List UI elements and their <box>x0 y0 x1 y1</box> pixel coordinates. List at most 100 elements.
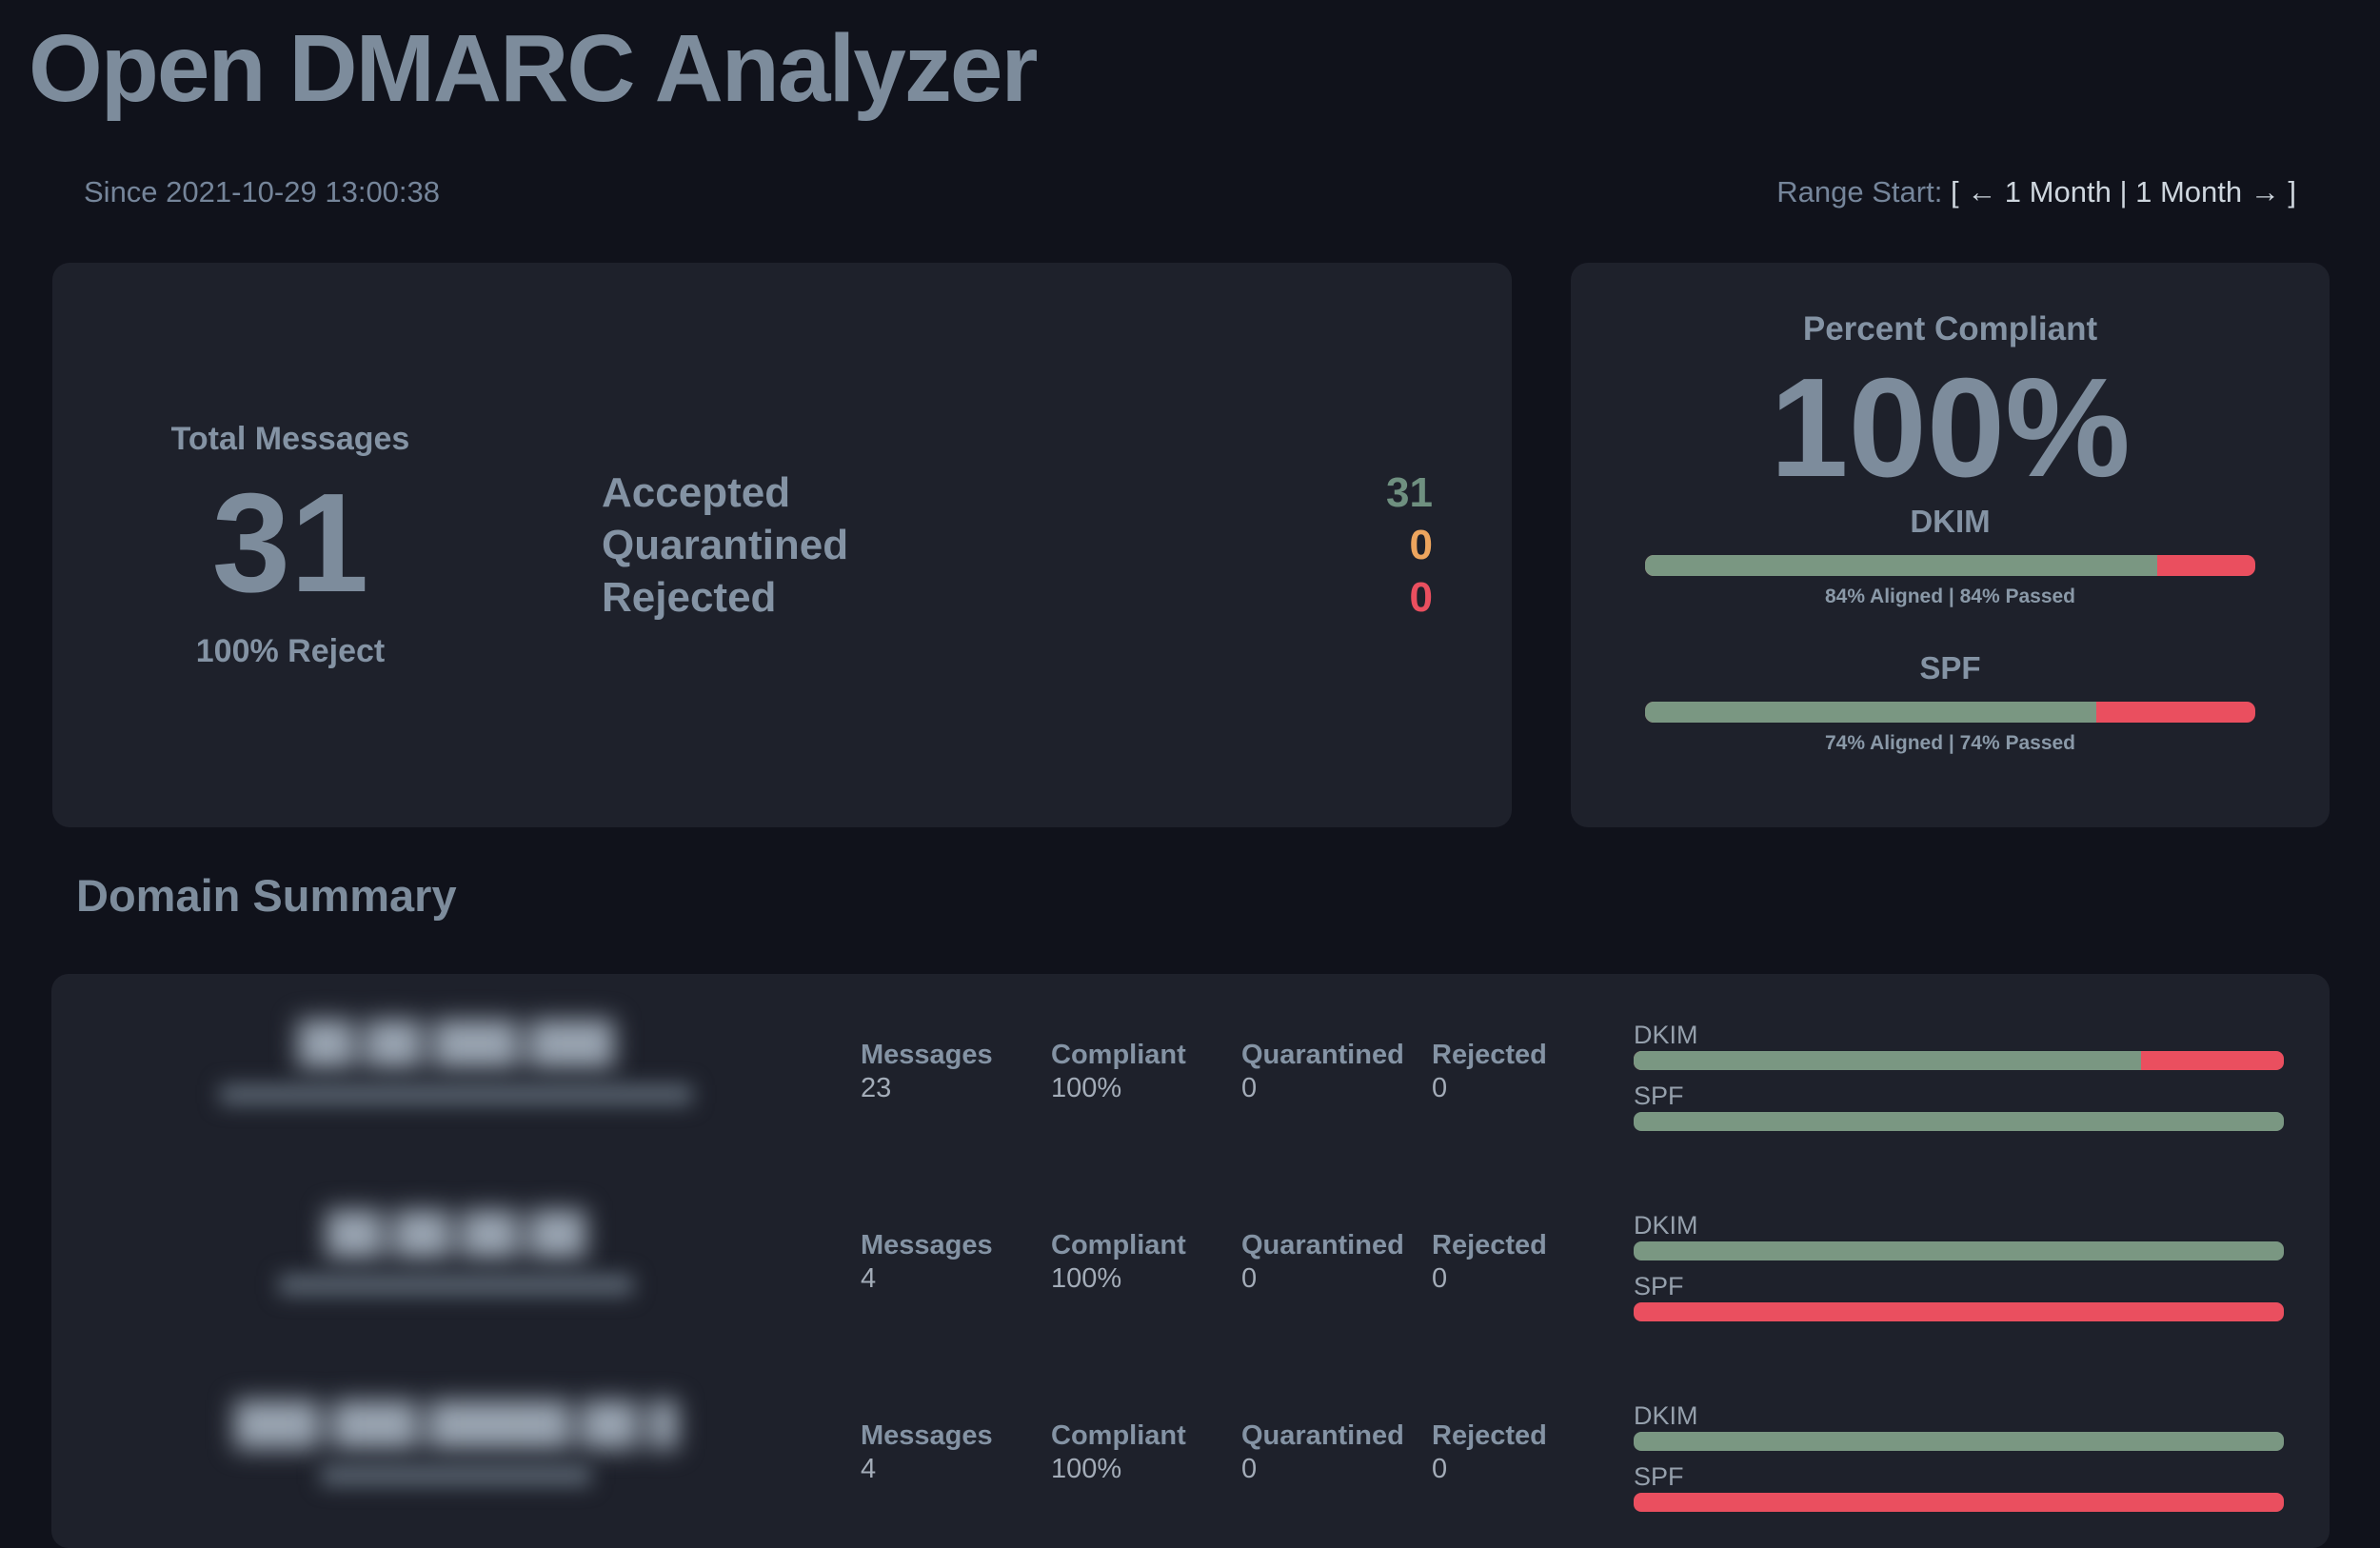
accepted-label: Accepted <box>602 469 791 516</box>
messages-summary-card: Total Messages 31 100% Reject Accepted 3… <box>52 263 1512 827</box>
quarantined-stat: Quarantined 0 <box>1241 1399 1432 1485</box>
dispositions-block: Accepted 31 Quarantined 0 Rejected 0 <box>602 466 1433 624</box>
domain-identity: ███-███.█████.██ █ ▆▆▆▆▆▆▆▆▆▆▆▆▆▆▆▆ <box>51 1399 861 1485</box>
quarantined-stat-value: 0 <box>1241 1073 1258 1103</box>
percent-compliant-label: Percent Compliant <box>1802 310 2098 347</box>
domain-subtext-redacted: ▆▆▆▆▆▆▆▆▆▆▆▆▆▆▆▆▆▆▆▆▆▆▆▆▆▆▆▆ <box>220 1079 692 1103</box>
spf-label: SPF <box>1919 650 1981 686</box>
domain-name-redacted[interactable]: ██.██.██.██ <box>326 1210 586 1255</box>
spf-bar <box>1634 1493 2284 1512</box>
compliant-stat-value: 100% <box>1051 1073 1122 1103</box>
domain-row: ██.██.██.██ ▆▆▆▆▆▆▆▆▆▆▆▆▆▆▆▆▆▆▆▆▆ Messag… <box>51 1208 2284 1399</box>
domain-summary-card: ██.██ ███.███ ▆▆▆▆▆▆▆▆▆▆▆▆▆▆▆▆▆▆▆▆▆▆▆▆▆▆… <box>51 974 2330 1548</box>
compliant-stat: Compliant 100% <box>1051 1208 1241 1295</box>
messages-stat: Messages 23 <box>861 1018 1051 1104</box>
domain-auth-bars: DKIM SPF <box>1634 1018 2284 1142</box>
rejected-stat-label: Rejected <box>1432 1420 1547 1451</box>
quarantined-value: 0 <box>1409 522 1433 568</box>
quarantined-stat: Quarantined 0 <box>1241 1018 1432 1104</box>
compliant-stat: Compliant 100% <box>1051 1399 1241 1485</box>
total-messages-block: Total Messages 31 100% Reject <box>90 421 490 670</box>
domain-name-redacted[interactable]: ███-███.█████.██ █ <box>234 1400 678 1445</box>
messages-stat: Messages 4 <box>861 1208 1051 1295</box>
range-controls: Range Start: [ ← 1 Month | 1 Month → ] <box>1776 175 2296 209</box>
messages-stat-label: Messages <box>861 1420 993 1451</box>
range-close-bracket: ] <box>2288 175 2296 208</box>
quarantined-stat-label: Quarantined <box>1241 1040 1404 1070</box>
rejected-label: Rejected <box>602 574 777 621</box>
compliant-stat-value: 100% <box>1051 1263 1122 1294</box>
dkim-bar <box>1634 1241 2284 1260</box>
spf-label: SPF <box>1634 1082 1684 1110</box>
spf-progress-fill <box>1645 702 2097 724</box>
spf-progress-bar <box>1645 702 2255 724</box>
range-open-bracket: [ <box>1950 175 1959 208</box>
compliant-stat-label: Compliant <box>1051 1040 1186 1070</box>
domain-auth-bars: DKIM SPF <box>1634 1208 2284 1333</box>
sub-header: Since 2021-10-29 13:00:38 Range Start: [… <box>84 175 2296 209</box>
next-month-link[interactable]: 1 Month → <box>2135 175 2280 208</box>
messages-stat-label: Messages <box>861 1230 993 1260</box>
rejected-stat: Rejected 0 <box>1432 1399 1634 1485</box>
spf-bar-fill <box>1634 1112 2284 1131</box>
percent-compliant-card: Percent Compliant 100% DKIM 84% Aligned … <box>1571 263 2330 827</box>
compliant-stat: Compliant 100% <box>1051 1018 1241 1104</box>
rejected-stat-value: 0 <box>1432 1454 1448 1484</box>
rejected-stat-value: 0 <box>1432 1263 1448 1294</box>
messages-stat-label: Messages <box>861 1040 993 1070</box>
quarantined-stat-label: Quarantined <box>1241 1420 1404 1451</box>
rejected-stat-value: 0 <box>1432 1073 1448 1103</box>
messages-stat: Messages 4 <box>861 1399 1051 1485</box>
quarantined-label: Quarantined <box>602 522 849 568</box>
summary-cards-row: Total Messages 31 100% Reject Accepted 3… <box>52 263 2330 827</box>
spf-label: SPF <box>1634 1272 1684 1300</box>
dkim-bar-fill <box>1634 1432 2284 1451</box>
dkim-bar-fill <box>1634 1241 2284 1260</box>
compliant-stat-value: 100% <box>1051 1454 1122 1484</box>
dkim-caption: 84% Aligned | 84% Passed <box>1824 585 2076 608</box>
rejected-stat: Rejected 0 <box>1432 1208 1634 1295</box>
domain-identity: ██.██.██.██ ▆▆▆▆▆▆▆▆▆▆▆▆▆▆▆▆▆▆▆▆▆ <box>51 1208 861 1295</box>
domain-summary-heading: Domain Summary <box>76 870 457 921</box>
percent-compliant-value: 100% <box>1770 349 2131 506</box>
domain-subtext-redacted: ▆▆▆▆▆▆▆▆▆▆▆▆▆▆▆▆ <box>321 1459 591 1484</box>
dkim-label: DKIM <box>1910 504 1991 540</box>
dkim-label: DKIM <box>1634 1021 1698 1049</box>
dkim-bar-fill <box>1634 1051 2141 1070</box>
accepted-row: Accepted 31 <box>602 466 1433 519</box>
dkim-bar <box>1634 1051 2284 1070</box>
dkim-label: DKIM <box>1634 1401 1698 1430</box>
dkim-label: DKIM <box>1634 1211 1698 1240</box>
quarantined-stat-value: 0 <box>1241 1454 1258 1484</box>
rejected-stat-label: Rejected <box>1432 1040 1547 1070</box>
quarantined-stat-value: 0 <box>1241 1263 1258 1294</box>
reject-rate-label: 100% Reject <box>195 632 386 669</box>
domain-name-redacted[interactable]: ██.██ ███.███ <box>297 1020 615 1064</box>
messages-stat-value: 23 <box>861 1073 892 1103</box>
quarantined-stat: Quarantined 0 <box>1241 1208 1432 1295</box>
domain-row: ██.██ ███.███ ▆▆▆▆▆▆▆▆▆▆▆▆▆▆▆▆▆▆▆▆▆▆▆▆▆▆… <box>51 1018 2284 1208</box>
range-start-label: Range Start: <box>1776 175 1943 208</box>
dkim-bar <box>1634 1432 2284 1451</box>
accepted-value: 31 <box>1386 469 1433 516</box>
spf-bar <box>1634 1112 2284 1131</box>
prev-month-link[interactable]: ← 1 Month <box>1967 175 2112 208</box>
quarantined-stat-label: Quarantined <box>1241 1230 1404 1260</box>
domain-identity: ██.██ ███.███ ▆▆▆▆▆▆▆▆▆▆▆▆▆▆▆▆▆▆▆▆▆▆▆▆▆▆… <box>51 1018 861 1104</box>
spf-label: SPF <box>1634 1462 1684 1491</box>
messages-stat-value: 4 <box>861 1263 877 1294</box>
rejected-stat: Rejected 0 <box>1432 1018 1634 1104</box>
domain-auth-bars: DKIM SPF <box>1634 1399 2284 1523</box>
total-messages-label: Total Messages <box>170 420 410 457</box>
domain-subtext-redacted: ▆▆▆▆▆▆▆▆▆▆▆▆▆▆▆▆▆▆▆▆▆ <box>279 1269 633 1294</box>
rejected-row: Rejected 0 <box>602 571 1433 624</box>
total-messages-value: 31 <box>211 464 369 622</box>
dkim-progress-bar <box>1645 555 2255 577</box>
domain-row: ███-███.█████.██ █ ▆▆▆▆▆▆▆▆▆▆▆▆▆▆▆▆ Mess… <box>51 1399 2284 1523</box>
compliant-stat-label: Compliant <box>1051 1230 1186 1260</box>
range-separator: | <box>2119 175 2128 208</box>
page-title: Open DMARC Analyzer <box>29 15 1038 122</box>
rejected-value: 0 <box>1409 574 1433 621</box>
dkim-progress-fill <box>1645 555 2158 577</box>
